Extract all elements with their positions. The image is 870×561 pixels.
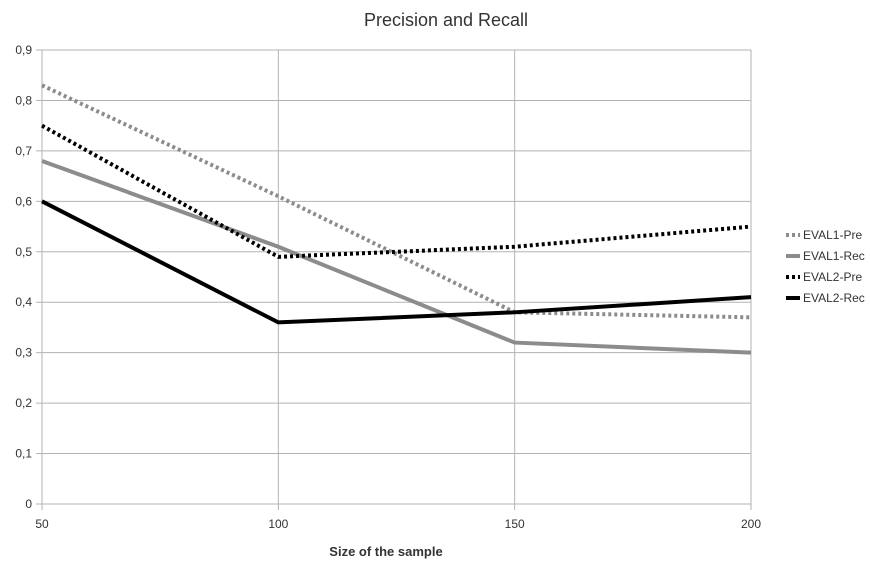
- x-tick-label: 200: [741, 517, 761, 531]
- y-tick-label: 0,6: [15, 194, 32, 208]
- series-line: [41, 83, 752, 320]
- y-tick-label: 0,2: [15, 396, 32, 410]
- y-tick-label: 0,3: [15, 346, 32, 360]
- series-line: [41, 199, 752, 325]
- legend-label: EVAL2-Rec: [803, 291, 865, 305]
- legend-label: EVAL1-Pre: [803, 228, 862, 242]
- grid: [41, 49, 752, 510]
- series-line: [41, 123, 752, 259]
- axes: 0 0,1 0,2 0,3 0,4 0,5 0,6 0,7 0,8 0,9 50 100 150 200: [15, 43, 761, 531]
- y-tick-label: 0,8: [15, 93, 32, 107]
- x-tick-label: 100: [268, 517, 288, 531]
- series-lines: [41, 83, 752, 355]
- series-line: [41, 159, 752, 355]
- y-tick-label: 0,5: [15, 245, 32, 259]
- legend-label: EVAL1-Rec: [803, 249, 865, 263]
- x-axis-label: Size of the sample: [329, 544, 442, 559]
- y-tick-label: 0,7: [15, 144, 32, 158]
- y-tick-label: 0,1: [15, 447, 32, 461]
- y-tick-label: 0,9: [15, 43, 32, 57]
- x-tick-label: 50: [35, 517, 49, 531]
- chart-title: Precision and Recall: [364, 10, 528, 30]
- legend-label: EVAL2-Pre: [803, 270, 862, 284]
- y-tick-label: 0,4: [15, 295, 32, 309]
- legend: EVAL1-Pre EVAL1-Rec EVAL2-Pre EVAL2-Rec: [786, 228, 865, 305]
- x-tick-label: 150: [505, 517, 525, 531]
- y-tick-label: 0: [25, 497, 32, 511]
